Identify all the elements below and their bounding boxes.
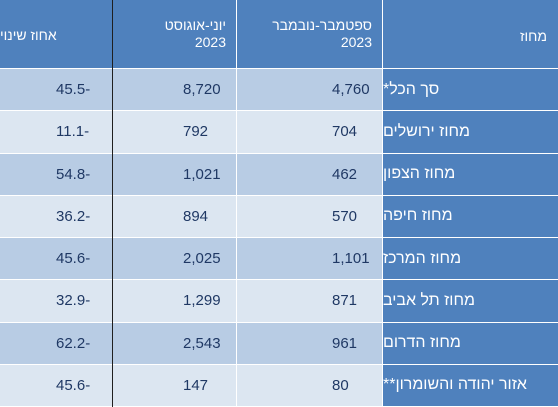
- cell-sep-nov: 4,760: [237, 69, 383, 112]
- cell-sep-nov: 570: [237, 195, 383, 238]
- cell-sep-nov: 80: [237, 364, 383, 407]
- cell-sep-nov: 1,101: [237, 238, 383, 281]
- cell-change-percent: 11.1-: [0, 111, 113, 154]
- cell-district: אזור יהודה והשומרון**: [383, 364, 558, 407]
- cell-change-percent: 45.6-: [0, 238, 113, 281]
- header-change-percent: אחוז שינוי: [0, 0, 113, 69]
- cell-jun-aug: 792: [113, 111, 237, 154]
- header-change-label: אחוז שינוי: [0, 27, 57, 43]
- cell-jun-aug: 894: [113, 195, 237, 238]
- cell-sep-nov: 704: [237, 111, 383, 154]
- table-row: 45.6- 2,025 1,101 מחוז המרכז: [0, 238, 558, 281]
- cell-jun-aug: 2,025: [113, 238, 237, 281]
- table-header-row: אחוז שינוי יוני-אוגוסט 2023 ספטמבר-נובמב…: [0, 0, 558, 69]
- header-sep-nov-line1: ספטמבר-נובמבר: [272, 17, 372, 33]
- cell-district: מחוז תל אביב: [383, 280, 558, 323]
- header-jun-aug-line2: 2023: [194, 34, 226, 50]
- header-jun-aug-line1: יוני-אוגוסט: [164, 17, 226, 33]
- cell-district: מחוז המרכז: [383, 238, 558, 281]
- cell-jun-aug: 1,299: [113, 280, 237, 323]
- table-body: 45.5- 8,720 4,760 סך הכל* 11.1- 792 704 מחוז יר…: [0, 69, 558, 407]
- header-district: מחוז: [383, 0, 558, 69]
- table-row: 36.2- 894 570 מחוז חיפה: [0, 195, 558, 238]
- header-jun-aug: יוני-אוגוסט 2023: [113, 0, 237, 69]
- header-district-label: מחוז: [520, 28, 547, 44]
- header-sep-nov: ספטמבר-נובמבר 2023: [237, 0, 383, 69]
- cell-change-percent: 32.9-: [0, 280, 113, 323]
- table-row: 45.5- 8,720 4,760 סך הכל*: [0, 69, 558, 112]
- cell-change-percent: 36.2-: [0, 195, 113, 238]
- table-row: 32.9- 1,299 871 מחוז תל אביב: [0, 280, 558, 323]
- cell-jun-aug: 8,720: [113, 69, 237, 112]
- cell-jun-aug: 147: [113, 364, 237, 407]
- table-row: 45.6- 147 80 אזור יהודה והשומרון**: [0, 364, 558, 407]
- table-row: 11.1- 792 704 מחוז ירושלים: [0, 111, 558, 154]
- cell-change-percent: 45.6-: [0, 364, 113, 407]
- header-sep-nov-line2: 2023: [340, 34, 372, 50]
- cell-change-percent: 45.5-: [0, 69, 113, 112]
- cell-change-percent: 62.2-: [0, 322, 113, 365]
- cell-district: מחוז חיפה: [383, 195, 558, 238]
- table-row: 62.2- 2,543 961 מחוז הדרום: [0, 322, 558, 365]
- cell-district: מחוז ירושלים: [383, 111, 558, 154]
- cell-sep-nov: 871: [237, 280, 383, 323]
- cell-district: מחוז הדרום: [383, 322, 558, 365]
- cell-district: מחוז הצפון: [383, 153, 558, 196]
- cell-jun-aug: 2,543: [113, 322, 237, 365]
- cell-change-percent: 54.8-: [0, 153, 113, 196]
- cell-sep-nov: 462: [237, 153, 383, 196]
- cell-district: סך הכל*: [383, 69, 558, 112]
- column-divider: [112, 0, 113, 407]
- cell-sep-nov: 961: [237, 322, 383, 365]
- cell-jun-aug: 1,021: [113, 153, 237, 196]
- table-row: 54.8- 1,021 462 מחוז הצפון: [0, 153, 558, 196]
